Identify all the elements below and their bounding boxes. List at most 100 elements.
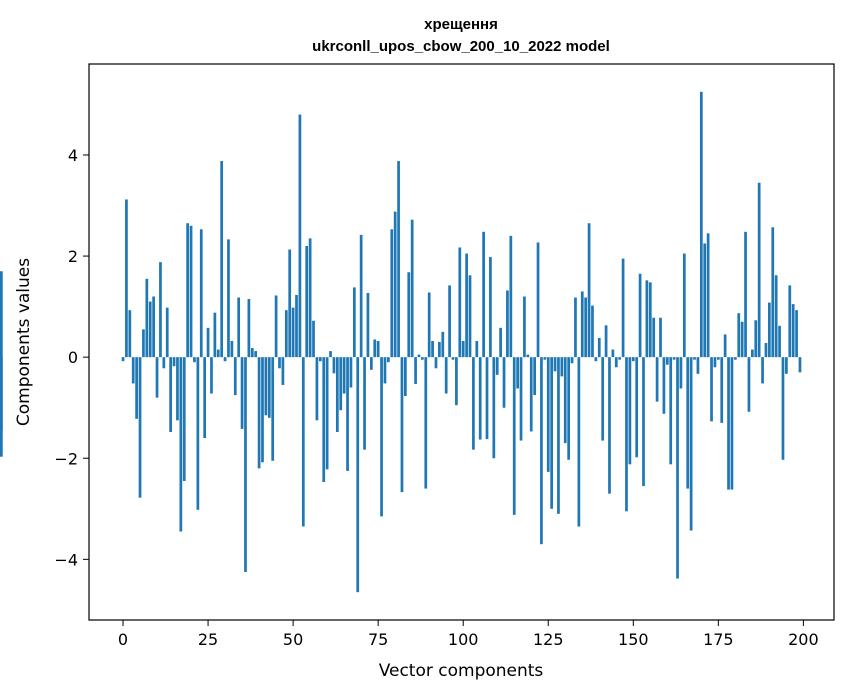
bar-66	[346, 357, 349, 471]
bar-112	[502, 357, 506, 408]
bar-13	[165, 307, 169, 358]
x-tick-label: 50	[283, 630, 303, 649]
y-axis-label: Components values	[14, 258, 34, 426]
bar-0	[121, 357, 125, 362]
bar-125	[546, 357, 550, 472]
bar-184	[747, 357, 751, 412]
bar-99	[458, 247, 462, 358]
bar-29	[220, 161, 224, 358]
bar-146	[618, 357, 622, 360]
bar-119	[526, 354, 530, 358]
bar-192	[774, 275, 778, 358]
bar-165	[682, 253, 686, 358]
bar-172	[706, 233, 710, 358]
bar-183	[744, 231, 747, 358]
chart-title-word: хрещення	[424, 16, 498, 33]
bar-137	[587, 223, 591, 358]
bar-57	[315, 357, 319, 421]
bar-19	[186, 223, 190, 358]
bar-110	[495, 357, 499, 375]
bar-53	[301, 357, 305, 527]
bar-55	[308, 238, 312, 358]
bar-196	[788, 285, 792, 358]
bar-97	[451, 357, 455, 360]
bar-76	[380, 357, 383, 517]
bar-73	[369, 357, 373, 370]
bar-94	[441, 331, 445, 358]
bar-162	[672, 357, 676, 360]
x-tick-label: 25	[198, 630, 218, 649]
bar-34	[237, 297, 241, 358]
bar-114	[509, 235, 513, 358]
bar-106	[482, 231, 485, 358]
bar-177	[723, 334, 727, 358]
bar-9	[152, 296, 155, 358]
bar-139	[594, 357, 598, 362]
bar-158	[659, 317, 662, 358]
bar-56	[312, 320, 315, 358]
bar-41	[261, 357, 264, 463]
bar-33	[233, 357, 237, 396]
bar-153	[642, 357, 645, 487]
bar-86	[414, 357, 417, 384]
bar-64	[339, 357, 343, 411]
bar-35	[240, 357, 244, 429]
bar-5	[138, 357, 142, 498]
bar-undefined	[0, 357, 3, 457]
bar-193	[778, 325, 781, 358]
x-tick-label: 125	[533, 630, 564, 649]
bar-1	[125, 199, 128, 358]
bar-163	[676, 357, 679, 579]
bar-2	[128, 310, 132, 358]
bar-149	[628, 357, 632, 465]
bar-23	[199, 229, 203, 358]
bar-161	[669, 357, 673, 465]
bar-79	[390, 229, 394, 358]
bar-131	[567, 357, 571, 460]
bar-31	[227, 239, 230, 358]
bar-130	[563, 357, 567, 444]
bar-43	[267, 357, 271, 418]
bar-156	[652, 317, 656, 358]
bar-159	[662, 357, 666, 414]
bar-89	[424, 357, 428, 489]
bar-160	[665, 357, 669, 365]
bar-147	[621, 258, 625, 358]
bar-157	[655, 357, 659, 402]
bar-28	[216, 349, 220, 358]
y-tick-label: −4	[54, 550, 78, 569]
bar-113	[506, 290, 509, 358]
bar-176	[720, 357, 724, 423]
bar-77	[383, 357, 387, 384]
y-axis-ticks: −4 −2 0 2 4	[54, 146, 89, 569]
bar-170	[699, 91, 703, 358]
bar-152	[638, 273, 642, 358]
bar-104	[475, 340, 479, 358]
x-axis-label: Vector components	[379, 661, 544, 681]
bar-4	[135, 357, 138, 419]
bar-85	[410, 219, 414, 358]
bar-42	[264, 357, 268, 416]
bar-48	[284, 310, 288, 358]
x-tick-label: 200	[788, 630, 819, 649]
bar-26	[210, 357, 213, 394]
y-tick-label: −2	[54, 449, 78, 468]
bar-178	[727, 357, 730, 490]
bar-18	[182, 357, 186, 481]
bar-198	[795, 310, 798, 358]
bar-11	[159, 262, 162, 358]
bar-50	[291, 307, 295, 358]
bar-121	[533, 357, 536, 396]
bar-180	[733, 357, 737, 360]
bar-127	[553, 357, 557, 372]
bar-60	[325, 357, 329, 470]
bar-63	[335, 357, 339, 432]
bar-51	[295, 294, 298, 358]
bar-71	[363, 357, 366, 450]
bar-80	[393, 211, 397, 358]
bar-61	[329, 351, 332, 358]
bar-7	[145, 278, 149, 358]
bar-141	[601, 357, 605, 441]
bar-16	[176, 357, 179, 421]
bar-95	[444, 357, 448, 394]
